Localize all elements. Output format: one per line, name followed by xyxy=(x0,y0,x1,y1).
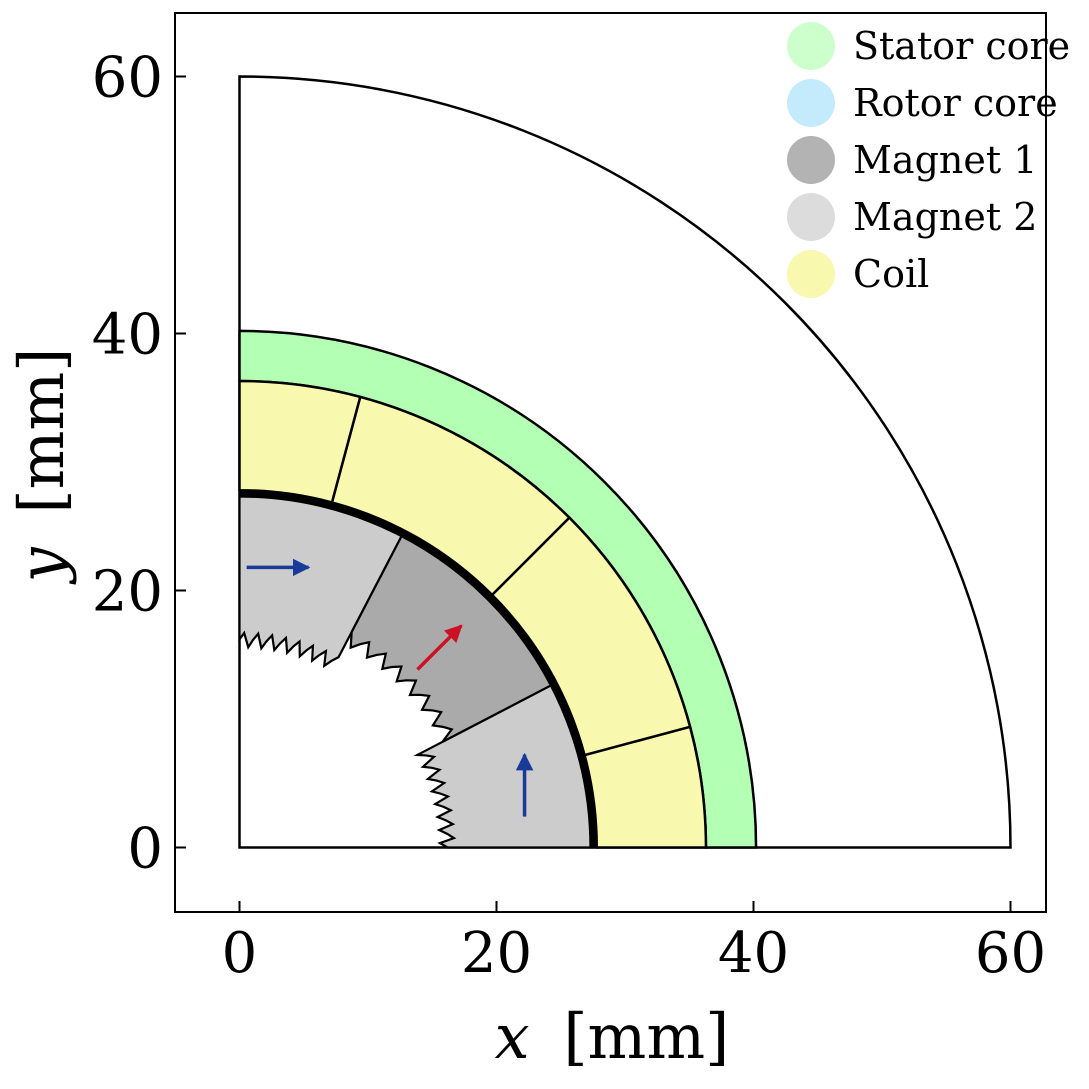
magnetization-arrows xyxy=(246,558,534,817)
legend-swatch xyxy=(787,79,835,127)
y-tick-label: 60 xyxy=(92,46,163,111)
x-axis-title: x [mm] xyxy=(495,1000,730,1073)
legend-label: Magnet 2 xyxy=(853,195,1037,239)
airgap-ring xyxy=(239,490,597,848)
plot-frame xyxy=(174,12,1047,913)
y-tick-label: 20 xyxy=(92,560,163,625)
x-tick-label: 0 xyxy=(222,921,258,986)
x-axis-variable: x xyxy=(495,1000,530,1073)
legend: Stator core Rotor core Magnet 1 Magnet 2 Coi… xyxy=(787,22,1070,298)
coil-region xyxy=(238,379,362,504)
legend-swatch xyxy=(787,193,835,241)
legend-swatch xyxy=(787,22,835,70)
y-axis-variable: y xyxy=(5,546,78,585)
legend-swatch xyxy=(787,136,835,184)
x-tick-label: 40 xyxy=(718,921,789,986)
y-axis-unit: [mm] xyxy=(5,348,78,514)
y-tick-label: 0 xyxy=(127,817,163,882)
legend-label: Stator core xyxy=(853,24,1070,68)
domain-regions xyxy=(238,75,1012,849)
legend-label: Magnet 1 xyxy=(853,138,1037,182)
x-tick-label: 60 xyxy=(975,921,1046,986)
x-axis-unit: [mm] xyxy=(563,1000,729,1073)
y-axis-title: y [mm] xyxy=(5,348,78,586)
axis-ticks: 0 20 40 60 0 20 40 60 xyxy=(92,46,1046,987)
x-tick-label: 20 xyxy=(461,921,532,986)
y-tick-label: 40 xyxy=(92,303,163,368)
legend-label: Coil xyxy=(853,252,929,296)
legend-swatch xyxy=(787,250,835,298)
magnetization-arrow xyxy=(416,624,463,671)
legend-label: Rotor core xyxy=(853,81,1058,125)
